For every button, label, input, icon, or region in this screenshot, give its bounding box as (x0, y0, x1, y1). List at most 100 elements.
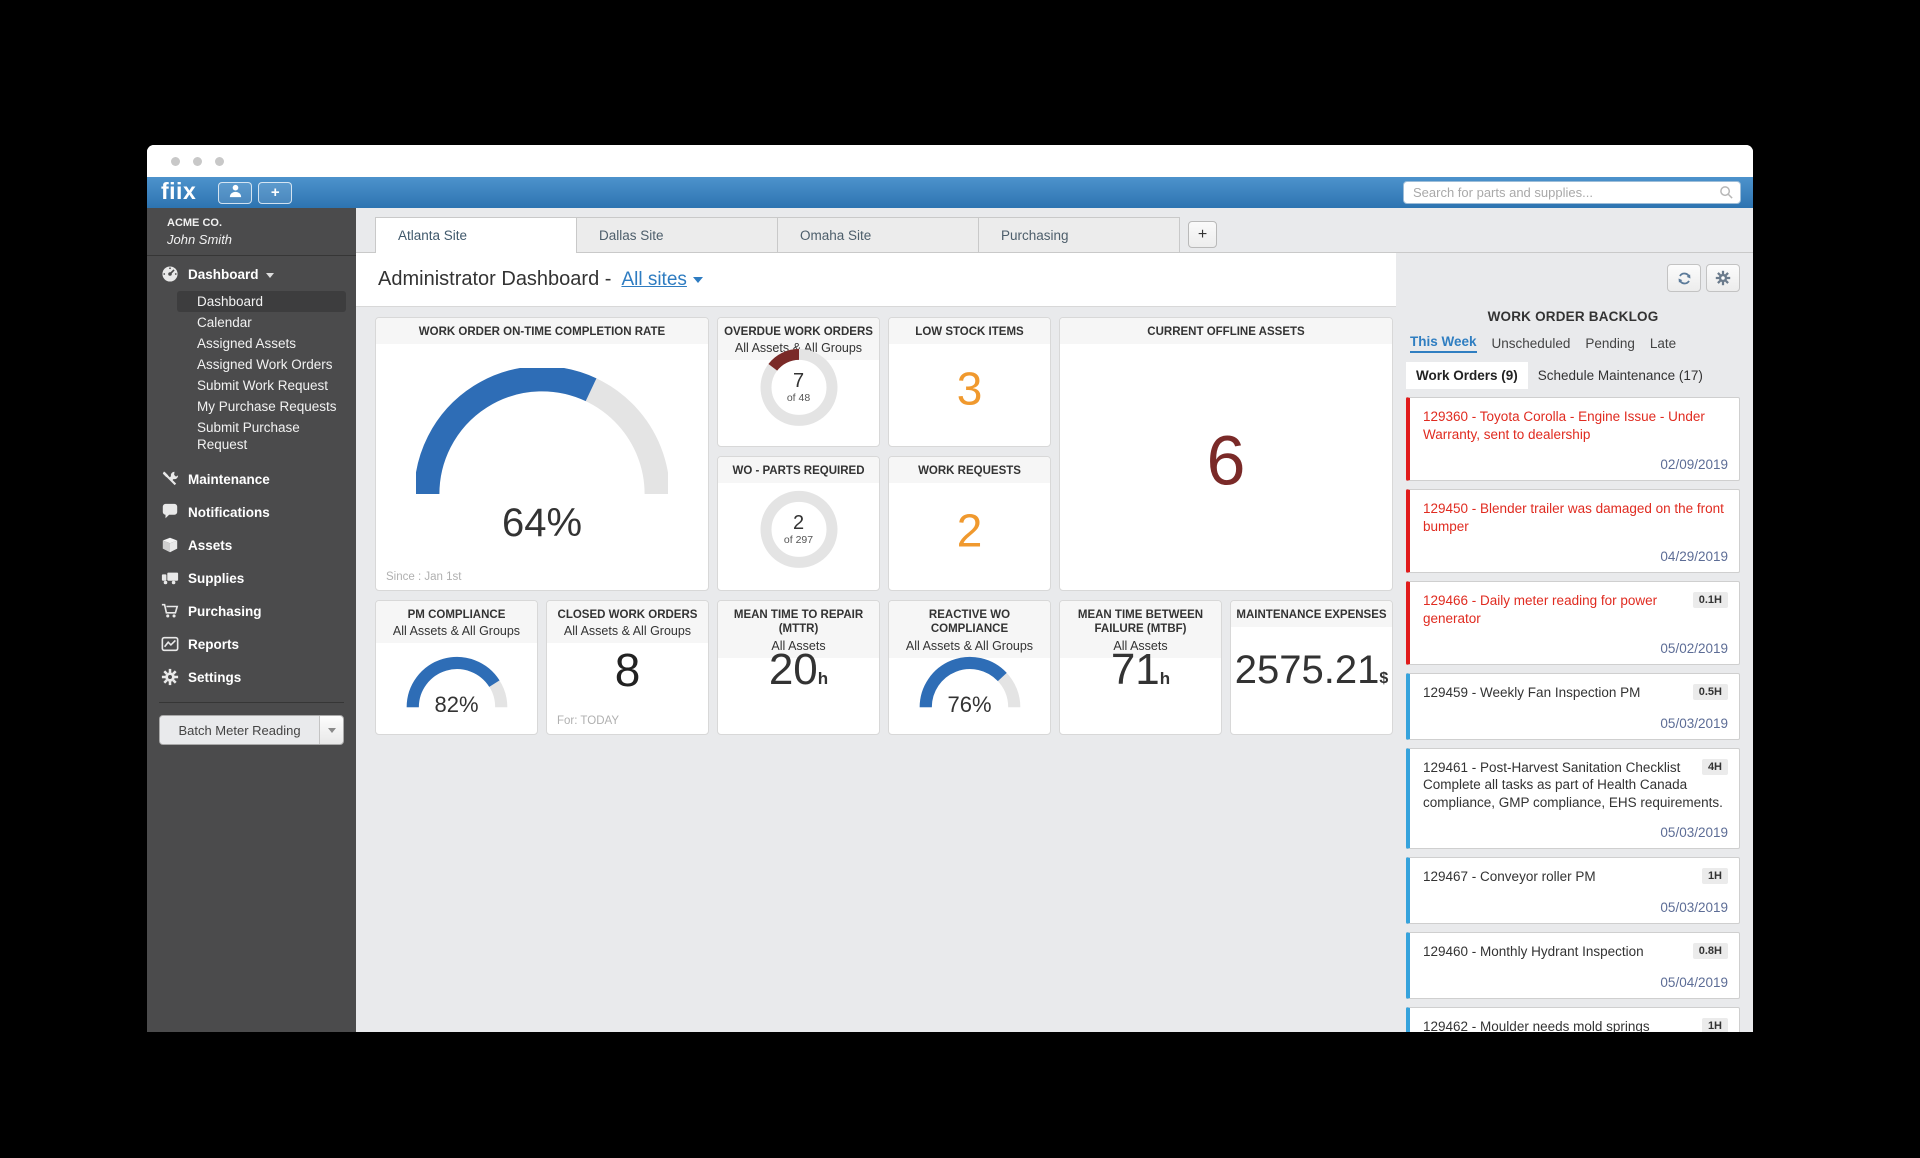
window-titlebar (147, 145, 1753, 177)
work-order-date: 05/03/2019 (1660, 825, 1728, 841)
dashboard-settings-button[interactable] (1706, 264, 1740, 292)
batch-meter-dropdown[interactable] (319, 716, 343, 744)
widget-reactive-wo-compliance: REACTIVE WO COMPLIANCE All Assets & All … (888, 600, 1051, 735)
widget-pm-compliance: PM COMPLIANCE All Assets & All Groups 82… (375, 600, 538, 735)
chevron-down-icon[interactable] (692, 276, 703, 283)
gear-icon (160, 668, 180, 686)
window-zoom-button[interactable] (215, 156, 224, 166)
user-icon (228, 183, 243, 202)
work-order-item[interactable]: 129450 - Blender trailer was damaged on … (1406, 489, 1740, 574)
pm-compliance-value: 82% (434, 692, 479, 717)
search-box (1403, 181, 1741, 204)
filter-late[interactable]: Late (1649, 336, 1677, 351)
tab-atlanta-site[interactable]: Atlanta Site (375, 217, 577, 253)
tab-work-orders[interactable]: Work Orders (9) (1406, 362, 1528, 389)
work-order-text: 129360 - Toyota Corolla - Engine Issue -… (1423, 409, 1705, 442)
search-input[interactable] (1403, 181, 1741, 204)
chevron-down-icon (327, 727, 336, 733)
gear-icon (1715, 270, 1731, 286)
backlog-title: WORK ORDER BACKLOG (1487, 309, 1659, 324)
sidebar-item-label: Dashboard (188, 266, 259, 282)
work-order-date: 05/04/2019 (1660, 974, 1728, 990)
work-order-text: 129450 - Blender trailer was damaged on … (1423, 501, 1724, 534)
search-icon (1720, 186, 1733, 199)
backlog-tabs: Work Orders (9) Schedule Maintenance (17… (1406, 362, 1740, 389)
widget-subtitle: All Assets & All Groups (905, 638, 1034, 653)
for-note: For: TODAY (557, 715, 619, 727)
sidebar-item-maintenance[interactable]: Maintenance (147, 461, 356, 494)
work-order-item[interactable]: 1H 129462 - Moulder needs mold springs r… (1406, 1006, 1740, 1032)
tab-omaha-site[interactable]: Omaha Site (777, 217, 979, 252)
tab-dallas-site[interactable]: Dallas Site (576, 217, 778, 252)
site-filter-link[interactable]: All sites (621, 268, 687, 290)
sidebar-item-my-purchase-requests[interactable]: My Purchase Requests (197, 399, 337, 414)
work-order-item[interactable]: 4H 129461 - Post-Harvest Sanitation Chec… (1406, 747, 1740, 850)
overdue-count: 7 (792, 370, 805, 393)
dashboard-header: Administrator Dashboard - All sites (356, 253, 1396, 307)
sidebar-item-assigned-assets[interactable]: Assigned Assets (197, 336, 297, 351)
sidebar-item-label: Assets (188, 537, 233, 553)
widget-maintenance-expenses: MAINTENANCE EXPENSES 2575.21$ (1230, 600, 1393, 735)
sidebar-item-label: Supplies (188, 570, 245, 586)
work-requests-value: 2 (956, 503, 983, 556)
sidebar-item-label: Purchasing (188, 603, 262, 619)
work-order-item[interactable]: 0.5H 129459 - Weekly Fan Inspection PM 0… (1406, 673, 1740, 740)
expenses-value: 2575.21$ (1234, 647, 1389, 692)
widget-title: CURRENT OFFLINE ASSETS (1147, 326, 1305, 338)
tab-purchasing[interactable]: Purchasing (978, 217, 1180, 252)
sidebar-item-settings[interactable]: Settings (147, 659, 356, 692)
widget-overdue-work-orders: OVERDUE WORK ORDERS All Assets & All Gro… (717, 317, 880, 447)
work-order-item[interactable]: 0.1H 129466 - Daily meter reading for po… (1406, 581, 1740, 666)
tab-schedule-maintenance[interactable]: Schedule Maintenance (17) (1537, 368, 1703, 383)
expenses-unit: $ (1379, 669, 1389, 687)
work-order-date: 05/02/2019 (1660, 641, 1728, 657)
window-close-button[interactable] (171, 156, 180, 166)
refresh-button[interactable] (1667, 264, 1701, 292)
sidebar-item-dashboard[interactable]: Dashboard (147, 256, 356, 289)
add-tab-button[interactable]: + (1188, 221, 1217, 248)
duration-badge: 1H (1701, 868, 1728, 885)
sidebar-item-submit-work-request[interactable]: Submit Work Request (197, 378, 329, 393)
work-order-item[interactable]: 129360 - Toyota Corolla - Engine Issue -… (1406, 397, 1740, 482)
filter-pending[interactable]: Pending (1585, 336, 1635, 351)
work-order-item[interactable]: 0.8H 129460 - Monthly Hydrant Inspection… (1406, 932, 1740, 999)
user-name: John Smith (167, 232, 233, 247)
speech-bubble-icon (160, 503, 180, 521)
sidebar-item-supplies[interactable]: Supplies (147, 560, 356, 593)
window-minimize-button[interactable] (193, 156, 202, 166)
work-order-date: 04/29/2019 (1660, 549, 1728, 565)
dashboard-subnav: Dashboard Calendar Assigned Assets Assig… (147, 289, 356, 461)
widget-subtitle: All Assets & All Groups (734, 341, 863, 356)
sidebar-item-assets[interactable]: Assets (147, 527, 356, 560)
sidebar-item-notifications[interactable]: Notifications (147, 494, 356, 527)
batch-meter-reading-label: Batch Meter Reading (160, 716, 319, 744)
sidebar-item-submit-purchase-request[interactable]: Submit Purchase Request (197, 420, 300, 452)
sidebar-item-calendar[interactable]: Calendar (197, 315, 252, 330)
widget-title: WO - PARTS REQUIRED (732, 465, 865, 477)
sidebar-item-assigned-work-orders[interactable]: Assigned Work Orders (197, 357, 333, 372)
widget-title: MAINTENANCE EXPENSES (1236, 609, 1387, 621)
work-order-item[interactable]: 1H 129467 - Conveyor roller PM 05/03/201… (1406, 857, 1740, 925)
batch-meter-reading-button[interactable]: Batch Meter Reading (159, 715, 344, 745)
sidebar-item-reports[interactable]: Reports (147, 626, 356, 659)
filter-unscheduled[interactable]: Unscheduled (1491, 336, 1571, 351)
widget-low-stock-items: LOW STOCK ITEMS 3 (888, 317, 1051, 447)
work-order-text: 129460 - Monthly Hydrant Inspection (1423, 944, 1644, 960)
widget-subtitle: All Assets (1113, 638, 1168, 653)
dashboard-column: Administrator Dashboard - All sites WORK… (356, 253, 1396, 1032)
dashboard-gauge-icon (160, 265, 180, 283)
user-button[interactable] (218, 181, 253, 204)
work-order-list: 129360 - Toyota Corolla - Engine Issue -… (1406, 397, 1740, 1032)
fiix-logo: fiix (161, 177, 197, 204)
mttr-unit: h (817, 668, 829, 688)
company-name: ACME CO. (167, 217, 222, 229)
sidebar-item-purchasing[interactable]: Purchasing (147, 593, 356, 626)
work-order-date: 05/03/2019 (1660, 900, 1728, 916)
widget-title: OVERDUE WORK ORDERS (724, 326, 873, 338)
add-button[interactable]: + (258, 181, 293, 204)
sidebar: ACME CO. John Smith Dashboard Dashboard … (147, 208, 356, 1032)
sidebar-item-dashboard-sub[interactable]: Dashboard (177, 291, 346, 312)
duration-badge: 4H (1701, 758, 1728, 775)
widget-subtitle: All Assets & All Groups (563, 624, 692, 639)
filter-this-week[interactable]: This Week (1410, 334, 1477, 353)
